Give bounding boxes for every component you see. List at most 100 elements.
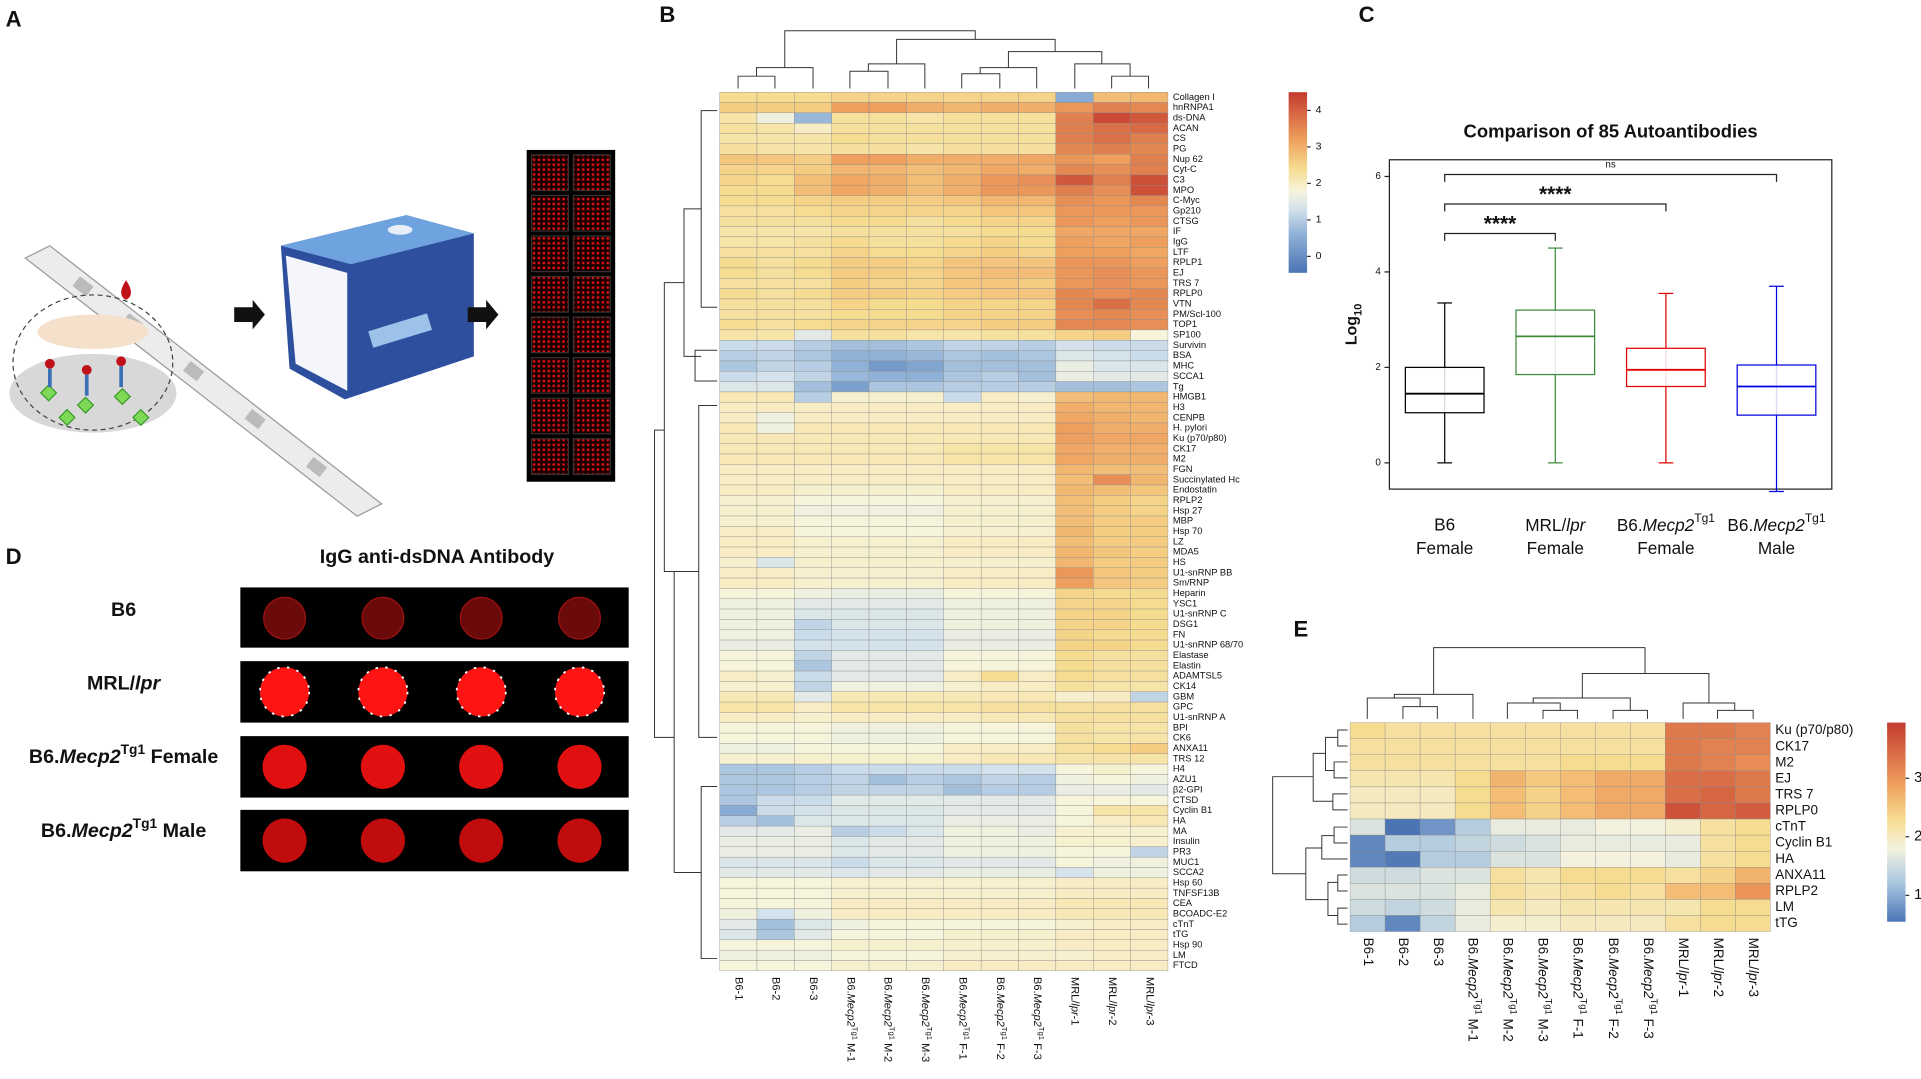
heatmap-cell bbox=[868, 960, 907, 972]
heatmap-cell bbox=[794, 402, 832, 413]
row-label: Cyclin B1 bbox=[1173, 805, 1212, 815]
heatmap-cell bbox=[1419, 754, 1456, 772]
heatmap-cell bbox=[906, 557, 944, 568]
heatmap-cell bbox=[719, 825, 758, 837]
heatmap-cell bbox=[1018, 226, 1057, 238]
heatmap-cell bbox=[1018, 691, 1057, 703]
heatmap-cell bbox=[1454, 802, 1491, 820]
heatmap-cell bbox=[980, 670, 1019, 682]
heatmap-cell bbox=[906, 257, 944, 269]
heatmap-cell bbox=[1055, 670, 1094, 682]
heatmap-cell bbox=[980, 319, 1019, 331]
heatmap-cell bbox=[756, 660, 795, 672]
heatmap-cell bbox=[1130, 350, 1169, 362]
column-label: B6-2 bbox=[770, 977, 782, 1000]
heatmap-cell bbox=[794, 309, 832, 320]
heatmap-cell bbox=[906, 154, 944, 165]
heatmap-cell bbox=[1130, 402, 1169, 413]
heatmap-cell bbox=[1419, 850, 1456, 868]
heatmap-cell bbox=[1093, 133, 1131, 145]
heatmap-cell bbox=[1018, 164, 1057, 176]
heatmap-cell bbox=[1489, 850, 1526, 868]
heatmap-cell bbox=[1130, 825, 1169, 837]
heatmap-cell bbox=[980, 722, 1019, 734]
heatmap-cell bbox=[794, 867, 832, 879]
heatmap-cell bbox=[719, 836, 758, 847]
heatmap-cell bbox=[1130, 288, 1169, 300]
heatmap-cell bbox=[831, 567, 870, 579]
text-part: Female bbox=[145, 746, 218, 768]
row-label: MPO bbox=[1173, 185, 1194, 195]
panel-letter: E bbox=[1294, 616, 1309, 641]
row-label: MDA5 bbox=[1173, 547, 1199, 557]
heatmap-cell bbox=[1055, 278, 1094, 289]
heatmap-cell bbox=[1595, 883, 1631, 900]
heatmap-cell bbox=[1130, 515, 1169, 527]
row-label: U1-snRNP A bbox=[1173, 712, 1226, 722]
heatmap-cell bbox=[1018, 515, 1057, 527]
heatmap-cell bbox=[719, 319, 758, 331]
heatmap-cell bbox=[1630, 738, 1666, 755]
row-label: ANXA11 bbox=[1173, 743, 1208, 753]
heatmap-cell bbox=[831, 939, 870, 951]
heatmap-cell bbox=[1735, 770, 1771, 788]
heatmap-cell bbox=[1700, 738, 1736, 755]
text-part: Mecp2 bbox=[1536, 958, 1551, 999]
heatmap-cell bbox=[1454, 915, 1491, 932]
heatmap-cell bbox=[1130, 453, 1169, 465]
heatmap-cell bbox=[906, 515, 944, 527]
heatmap-cell bbox=[1093, 464, 1131, 475]
heatmap-cell bbox=[1665, 738, 1701, 755]
heatmap-cell bbox=[719, 712, 758, 723]
heatmap-cell bbox=[1130, 164, 1169, 176]
heatmap-cell bbox=[794, 898, 832, 910]
heatmap-cell bbox=[943, 619, 982, 630]
heatmap-cell bbox=[1055, 960, 1094, 972]
heatmap-cell bbox=[794, 836, 832, 847]
heatmap-cell bbox=[831, 960, 870, 972]
heatmap-cell bbox=[1055, 846, 1094, 858]
heatmap-cell bbox=[868, 763, 907, 775]
heatmap-cell bbox=[868, 257, 907, 269]
heatmap-cell bbox=[756, 464, 795, 475]
heatmap-cell bbox=[906, 825, 944, 837]
heatmap-cell bbox=[831, 846, 870, 858]
heatmap-cell bbox=[1018, 784, 1057, 796]
heatmap-cell bbox=[943, 670, 982, 682]
heatmap-cell bbox=[831, 732, 870, 744]
heatmap-cell bbox=[868, 267, 907, 279]
heatmap-cell bbox=[906, 112, 944, 124]
heatmap-cell bbox=[1630, 786, 1666, 804]
heatmap-cell bbox=[980, 484, 1019, 496]
heatmap-cell bbox=[831, 784, 870, 796]
heatmap-cell bbox=[794, 815, 832, 827]
heatmap-cell bbox=[1130, 929, 1169, 941]
heatmap-cell bbox=[868, 433, 907, 444]
heatmap-cell bbox=[1055, 629, 1094, 641]
heatmap-cell bbox=[831, 887, 870, 899]
heatmap-cell bbox=[756, 257, 795, 269]
heatmap-cell bbox=[943, 412, 982, 424]
heatmap-cell bbox=[1093, 732, 1131, 744]
heatmap-cell bbox=[980, 629, 1019, 641]
text-part: B6. bbox=[1606, 938, 1621, 958]
heatmap-cell bbox=[794, 598, 832, 610]
heatmap-cell bbox=[719, 753, 758, 765]
array-block bbox=[530, 438, 570, 475]
heatmap-cell bbox=[1018, 319, 1057, 331]
heatmap-cell bbox=[1093, 722, 1131, 734]
heatmap-cell bbox=[831, 712, 870, 723]
significance-bracket bbox=[1444, 173, 1778, 182]
panel-d-title: IgG anti-dsDNA Antibody bbox=[320, 546, 554, 568]
colorbar-tick-label: 3 bbox=[1316, 141, 1322, 153]
heatmap-cell bbox=[980, 681, 1019, 692]
heatmap-cell bbox=[1595, 770, 1631, 788]
heatmap-cell bbox=[868, 929, 907, 941]
heatmap-cell bbox=[1093, 391, 1131, 403]
text-part: Mecp2 bbox=[1466, 958, 1481, 999]
heatmap-cell bbox=[943, 216, 982, 227]
heatmap-cell bbox=[794, 794, 832, 806]
heatmap-cell bbox=[1130, 784, 1169, 796]
heatmap-cell bbox=[980, 908, 1019, 920]
y-tick-label: 4 bbox=[1375, 267, 1381, 278]
